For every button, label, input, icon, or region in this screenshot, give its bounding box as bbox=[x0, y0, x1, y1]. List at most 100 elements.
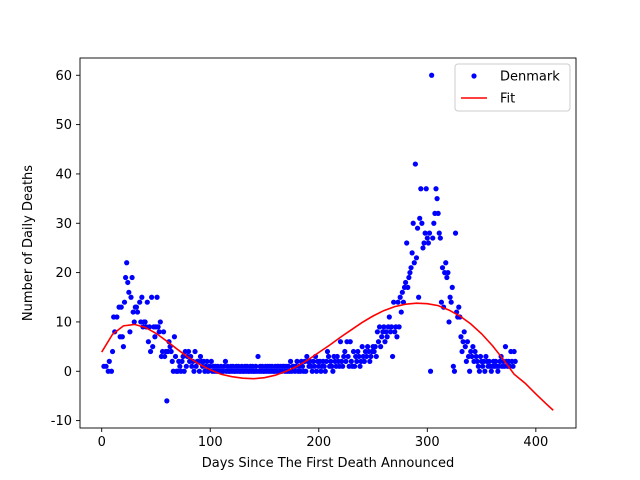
data-point bbox=[404, 240, 410, 246]
y-tick-label: 20 bbox=[55, 266, 72, 281]
data-point bbox=[383, 329, 389, 335]
data-point bbox=[444, 274, 450, 281]
data-point bbox=[139, 294, 145, 300]
data-point bbox=[147, 348, 154, 355]
data-point bbox=[386, 314, 392, 320]
data-point bbox=[204, 358, 210, 364]
y-tick-label: 30 bbox=[55, 217, 72, 232]
data-point bbox=[303, 368, 309, 374]
data-point bbox=[191, 368, 197, 374]
data-point bbox=[120, 344, 127, 350]
data-point bbox=[431, 220, 437, 226]
data-point bbox=[309, 368, 315, 374]
data-point bbox=[418, 186, 424, 192]
data-point bbox=[510, 363, 516, 369]
data-point bbox=[512, 358, 518, 364]
data-point bbox=[483, 353, 489, 360]
data-point bbox=[350, 348, 357, 355]
data-point bbox=[359, 344, 365, 350]
data-point bbox=[314, 368, 320, 374]
data-point bbox=[171, 334, 178, 340]
data-point bbox=[325, 353, 332, 360]
data-point bbox=[464, 339, 471, 345]
y-axis-label: Number of Daily Deaths bbox=[21, 165, 36, 321]
data-point bbox=[477, 353, 484, 360]
data-point bbox=[372, 344, 378, 350]
data-point bbox=[189, 363, 195, 369]
data-point bbox=[367, 358, 373, 364]
data-point bbox=[374, 329, 380, 335]
data-point bbox=[391, 299, 397, 305]
axes-layer: 0 100 200 300 400 -10 0 10 20 30 40 50 60 bbox=[51, 57, 577, 450]
data-point bbox=[294, 358, 300, 364]
data-point bbox=[389, 353, 396, 360]
data-point bbox=[382, 339, 388, 345]
data-point bbox=[392, 329, 398, 335]
data-point bbox=[253, 363, 259, 369]
data-point bbox=[378, 344, 384, 350]
data-point bbox=[287, 358, 294, 364]
x-tick-label: 300 bbox=[415, 435, 440, 450]
data-point bbox=[419, 220, 425, 226]
data-point bbox=[511, 348, 517, 355]
data-point bbox=[468, 348, 474, 355]
data-point bbox=[448, 299, 454, 305]
data-point bbox=[125, 279, 131, 286]
data-point bbox=[433, 186, 439, 192]
data-point bbox=[409, 250, 415, 256]
data-point bbox=[410, 220, 416, 226]
y-tick-label: -10 bbox=[51, 414, 72, 429]
data-point bbox=[426, 230, 433, 236]
data-point bbox=[429, 72, 435, 78]
x-tick-label: 100 bbox=[198, 435, 223, 450]
data-point bbox=[460, 339, 466, 345]
data-point bbox=[328, 358, 334, 364]
data-point bbox=[411, 260, 417, 266]
data-point bbox=[121, 299, 128, 305]
data-point bbox=[108, 368, 115, 374]
data-point bbox=[473, 353, 479, 360]
y-tick-label: 0 bbox=[64, 365, 72, 380]
data-point bbox=[422, 230, 428, 236]
data-point bbox=[467, 368, 473, 374]
legend-label: Fit bbox=[500, 92, 515, 107]
data-point bbox=[427, 368, 434, 374]
data-point bbox=[330, 368, 336, 374]
data-point bbox=[179, 358, 185, 364]
data-point bbox=[156, 329, 162, 335]
data-point bbox=[145, 339, 151, 345]
data-point bbox=[137, 299, 143, 305]
fit-line bbox=[101, 302, 554, 411]
data-point bbox=[149, 294, 155, 300]
y-tick-label: 40 bbox=[55, 167, 72, 182]
data-point bbox=[160, 329, 167, 335]
data-point bbox=[476, 368, 482, 374]
data-point bbox=[376, 324, 383, 330]
data-point bbox=[381, 324, 387, 330]
data-point bbox=[157, 319, 163, 325]
data-point bbox=[462, 344, 468, 350]
data-point bbox=[311, 363, 318, 369]
data-point bbox=[375, 339, 382, 345]
data-point bbox=[450, 363, 456, 369]
x-tick-label: 0 bbox=[98, 435, 106, 450]
legend-label: Denmark bbox=[500, 70, 560, 85]
data-point bbox=[407, 270, 413, 276]
data-point bbox=[181, 368, 187, 374]
data-point bbox=[414, 225, 421, 231]
data-point bbox=[347, 339, 353, 345]
data-point bbox=[365, 344, 371, 350]
data-point bbox=[114, 314, 120, 320]
data-point bbox=[469, 353, 475, 360]
x-tick-label: 200 bbox=[306, 435, 331, 450]
data-point bbox=[154, 294, 160, 300]
data-point bbox=[318, 368, 324, 374]
data-point bbox=[373, 353, 379, 360]
data-point bbox=[495, 368, 501, 374]
data-point bbox=[403, 279, 409, 286]
data-point bbox=[368, 353, 374, 360]
data-point bbox=[196, 368, 202, 374]
data-point bbox=[388, 324, 395, 330]
data-point bbox=[144, 299, 150, 305]
data-point bbox=[458, 334, 464, 340]
